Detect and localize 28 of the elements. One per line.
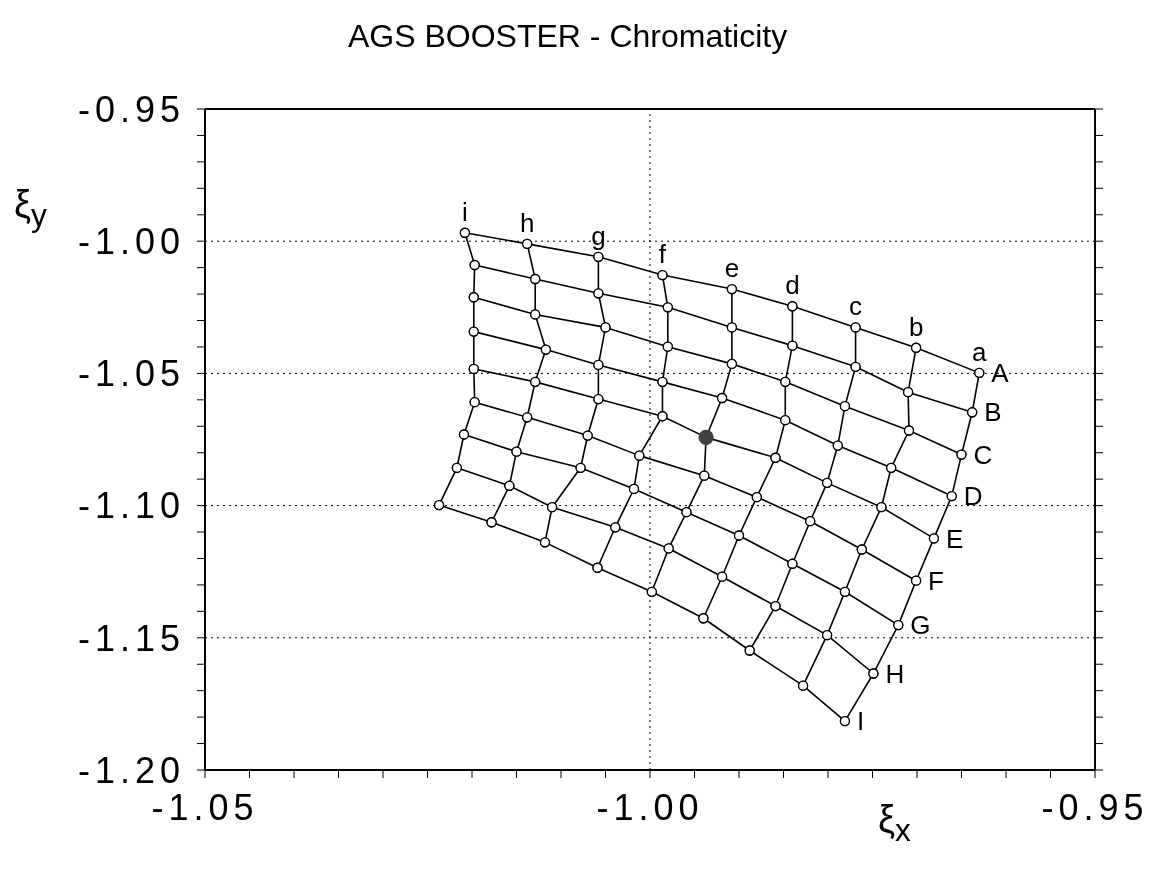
x-axis-title: ξ$_{x}$ xyxy=(878,798,911,849)
series-label: f xyxy=(658,239,667,270)
x-tick-label: -0.95 xyxy=(1041,786,1149,828)
series-label: h xyxy=(519,207,535,238)
series-label: c xyxy=(849,291,863,322)
series-label: i xyxy=(461,196,468,227)
y-axis-title: ξ$_{y}$ xyxy=(14,183,47,234)
y-tick-label: -0.95 xyxy=(77,88,185,130)
series-label: e xyxy=(724,253,740,284)
series-label: d xyxy=(785,270,800,301)
series-label: b xyxy=(908,311,924,342)
series-label: a xyxy=(972,336,988,367)
series-label: E xyxy=(945,523,964,554)
series-label: G xyxy=(910,610,931,641)
y-tick-label: -1.15 xyxy=(77,617,185,659)
series-label: C xyxy=(973,439,993,470)
series-label: D xyxy=(963,481,983,512)
series-label: I xyxy=(856,706,865,737)
chart-title: AGS BOOSTER - Chromaticity xyxy=(348,18,788,55)
series-label: g xyxy=(591,220,606,251)
x-tick-label: -1.00 xyxy=(596,786,704,828)
series-label: B xyxy=(984,397,1002,428)
series-label: A xyxy=(991,358,1010,389)
y-tick-label: -1.00 xyxy=(77,220,185,262)
series-label: F xyxy=(928,565,944,596)
y-tick-label: -1.10 xyxy=(77,485,185,527)
series-label: H xyxy=(885,658,905,689)
y-tick-label: -1.05 xyxy=(77,353,185,395)
